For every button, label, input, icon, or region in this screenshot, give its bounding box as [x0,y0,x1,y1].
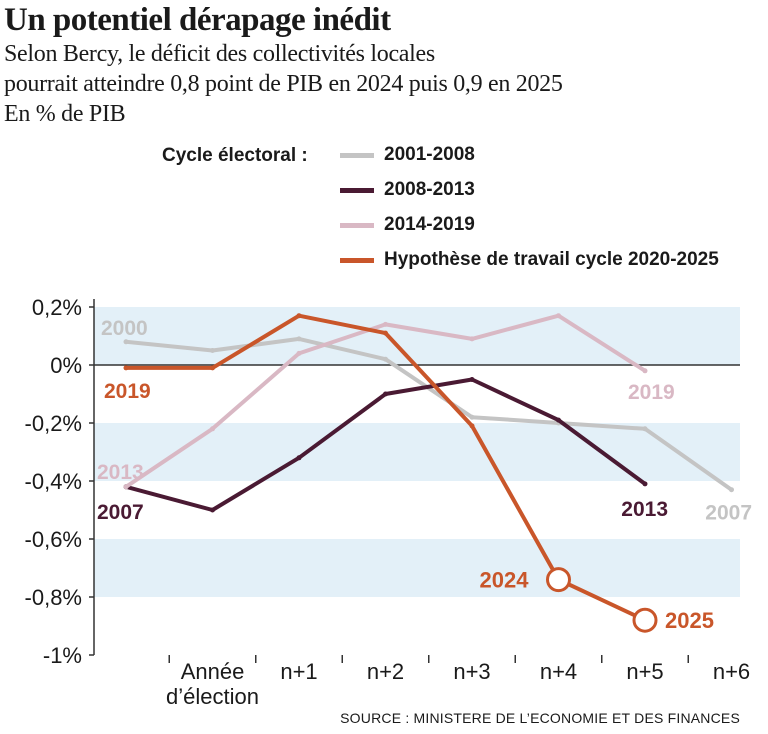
data-point: 2001-2008 – -0,2% [642,426,648,432]
series-start-label: 2007 [97,501,144,524]
legend-swatch [340,222,374,228]
x-tick-label: n+3 [453,659,490,684]
y-tick-label: -0,2% [25,411,82,436]
data-point: 2014-2019 – 0,1% [383,321,388,327]
legend-item: 2008-2013 [340,177,475,203]
x-tick-label: n+6 [713,659,750,684]
y-tick-label: -1% [43,643,82,668]
data-point: 2008-2013 – 0,0% [469,377,475,382]
data-point: Hypothèse de travail cycle 2020-2025 – 0… [383,330,388,336]
y-tick-label: -0,8% [25,585,82,610]
data-point: 2014-2019 – -0,2% [210,426,215,432]
data-point: 2014-2019 – 0,0% [296,350,302,356]
data-point: 2001-2008 – 0,1% [123,339,129,345]
x-tick-label: n+4 [540,659,577,684]
series-end-label: 2013 [621,498,668,521]
x-tick-label: Année d’élection [166,659,259,709]
legend-swatch [340,257,374,263]
data-point: Hypothèse de travail cycle 2020-2025 – 0… [123,365,129,371]
data-point: Hypothèse de travail cycle 2020-2025 – 0… [210,365,215,371]
data-point: 2008-2013 – -0,4% [642,481,648,487]
legend-label: Hypothèse de travail cycle 2020-2025 [384,249,719,270]
data-point: 2001-2008 – 0,1% [296,336,302,342]
legend-title: Cycle électoral : [162,145,308,166]
data-point: 2014-2019 – 0,0% [642,368,648,374]
source-note: SOURCE : MINISTERE DE L’ECONOMIE ET DES … [340,710,740,726]
data-point: 2001-2008 – 0,1% [210,348,215,353]
grid-band [94,423,740,481]
data-point: 2001-2008 – 0,0% [383,356,388,362]
highlight-label: 2024 [480,568,530,593]
legend-label: 2008-2013 [384,179,475,200]
y-tick-label: -0,4% [25,469,82,494]
series-start-label: 2019 [104,380,151,403]
chart-subtitle-line-2: pourrait atteindre 0,8 point de PIB en 2… [4,71,563,97]
x-tick-label: n+2 [367,659,404,684]
unit-label: En % de PIB [4,101,126,127]
data-point: Hypothèse de travail cycle 2020-2025 – -… [469,423,475,429]
legend-swatch [340,187,374,193]
data-point: 2014-2019 – -0,4% [123,484,129,490]
highlight-label: 2025 [665,608,714,633]
chart-title: Un potentiel dérapage inédit [4,2,391,38]
series-start-label: 2013 [97,461,144,484]
legend-item: 2001-2008 [340,142,475,168]
data-point: 2008-2013 – -0,3% [296,455,302,461]
legend-label: 2001-2008 [384,144,475,165]
grid-band [94,539,740,597]
grid-band [94,307,740,365]
series-end-label: 2007 [705,502,752,525]
data-point: 2001-2008 – -0,4% [729,487,734,493]
data-point: 2014-2019 – 0,2% [556,313,561,319]
y-tick-label: 0% [50,353,82,378]
legend-item: 2014-2019 [340,212,475,238]
series-end-label: 2019 [628,381,675,404]
legend-item: Hypothèse de travail cycle 2020-2025 [340,247,719,273]
y-tick-label: -0,6% [25,527,82,552]
legend-swatch [340,152,374,158]
x-tick-label: n+1 [280,659,317,684]
y-tick-label: 0,2% [32,295,82,320]
x-tick-label: n+5 [626,659,663,684]
data-point: 2008-2013 – -0,1% [383,391,388,397]
data-point: 2001-2008 – -0,2% [469,414,475,420]
data-point: Hypothèse de travail cycle 2020-2025 – 0… [296,313,302,319]
chart-subtitle-line-1: Selon Bercy, le déficit des collectivité… [4,41,435,67]
data-point: 2008-2013 – -0,5% [210,507,215,513]
data-point: 2008-2013 – -0,2% [556,417,561,423]
legend-label: 2014-2019 [384,214,475,235]
highlight-point [546,567,571,593]
series-start-label: 2000 [101,317,148,340]
highlight-point [632,607,658,633]
data-point: 2014-2019 – 0,1% [469,336,475,342]
